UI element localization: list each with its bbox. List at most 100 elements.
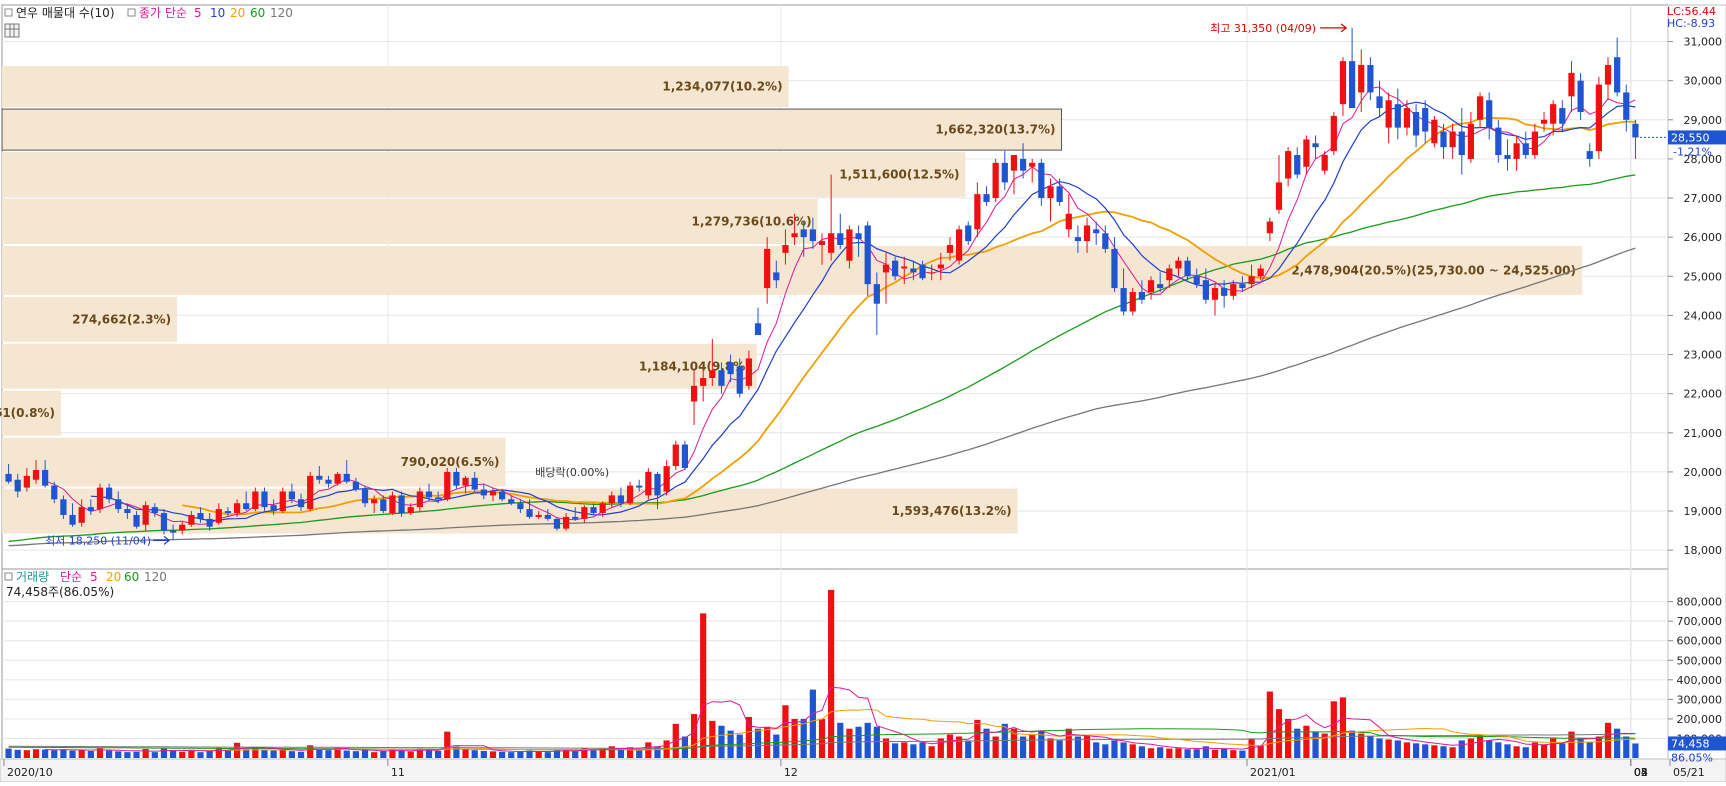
candle xyxy=(1431,115,1438,148)
volume-bar xyxy=(124,752,131,758)
candle xyxy=(1056,178,1063,206)
legend-toggle-icon[interactable] xyxy=(127,8,136,17)
candle xyxy=(1476,92,1484,128)
volume-bar xyxy=(389,749,396,758)
candle-body xyxy=(1138,291,1145,300)
volume-bar xyxy=(919,742,926,758)
legend-toggle-icon[interactable] xyxy=(4,572,13,581)
candle xyxy=(663,460,670,496)
volume-bar xyxy=(169,750,177,758)
volume-bar xyxy=(1248,738,1255,758)
volume-bar xyxy=(864,722,871,758)
candle xyxy=(864,221,871,296)
candle-body xyxy=(727,362,734,375)
volume-indicator-name[interactable]: 거래량 xyxy=(16,570,49,584)
candle-body xyxy=(1038,162,1045,199)
volume-bar xyxy=(1257,745,1264,758)
candle-body xyxy=(1157,284,1164,289)
volume-profile-bar xyxy=(2,109,1062,151)
candle-body xyxy=(398,495,405,514)
candle xyxy=(334,471,341,486)
indicator-name[interactable]: 연우 매물대 수(10) xyxy=(16,6,115,20)
volume-panel-frame[interactable] xyxy=(1,568,1669,760)
current-price-marker: 28,550 -1.21% xyxy=(1640,130,1726,158)
volume-bar xyxy=(425,750,433,758)
table-view-icon[interactable] xyxy=(4,23,20,38)
volume-bar xyxy=(371,752,378,758)
volume-bar xyxy=(1285,718,1292,758)
volume-bar xyxy=(343,750,350,758)
volume-bar xyxy=(1449,747,1456,758)
volume-legend: 거래량 단순 5 20 60 120 74,458주(86.05%) xyxy=(4,570,167,599)
lc-label: LC:56.44 xyxy=(1667,5,1716,18)
candle xyxy=(252,487,259,512)
volume-bar xyxy=(837,722,844,758)
legend-toggle-icon[interactable] xyxy=(4,8,13,17)
candle-body xyxy=(1504,155,1511,159)
volume-bar xyxy=(215,747,222,758)
candle xyxy=(1403,100,1411,136)
candle-body xyxy=(252,491,259,510)
candle xyxy=(133,511,140,529)
x-tick-label: 2020/10 xyxy=(7,766,53,779)
candle xyxy=(69,503,76,527)
candle-body xyxy=(316,475,323,480)
candle xyxy=(1604,57,1612,101)
candle xyxy=(1202,268,1209,304)
volume-bar xyxy=(636,749,643,758)
vol-ma120-line xyxy=(8,733,1636,749)
volume-profile-bar xyxy=(2,296,178,342)
candle-body xyxy=(215,509,222,523)
candle-body xyxy=(1239,284,1246,289)
volume-bar xyxy=(279,748,286,758)
volume-profile-label: 92,461(0.8%) xyxy=(0,406,55,420)
volume-bar xyxy=(1047,738,1054,758)
candle-body xyxy=(1632,123,1639,138)
candle xyxy=(453,468,460,490)
price-tick-label: 27,000 xyxy=(1684,192,1723,205)
candle-body xyxy=(608,495,615,504)
candle-body xyxy=(873,284,880,304)
volume-bar xyxy=(1458,740,1465,758)
candle xyxy=(1266,217,1273,242)
volume-profile-label: 1,662,320(13.7%) xyxy=(935,123,1055,137)
candle-body xyxy=(352,481,359,490)
volume-bar xyxy=(1403,742,1411,758)
candle xyxy=(764,237,771,304)
candle xyxy=(1157,272,1164,292)
volume-bar xyxy=(1193,749,1200,758)
volume-profile-bar xyxy=(2,66,789,108)
candle-body xyxy=(544,514,551,519)
candle xyxy=(599,501,606,517)
candle-body xyxy=(1175,260,1182,269)
candle-body xyxy=(1422,108,1429,132)
candle-body xyxy=(928,272,935,274)
volume-bar xyxy=(901,742,908,758)
candle-body xyxy=(681,444,689,469)
candle xyxy=(389,491,396,515)
volume-bar xyxy=(1221,748,1228,758)
candle xyxy=(499,489,506,502)
candle xyxy=(297,493,305,512)
candle-body xyxy=(1623,92,1630,120)
candle xyxy=(1522,131,1529,159)
candle xyxy=(928,264,935,281)
high-arrow-icon xyxy=(1320,23,1348,33)
candle xyxy=(270,499,277,515)
candle-body xyxy=(562,516,570,529)
volume-bar xyxy=(1074,736,1082,758)
candle-body xyxy=(96,487,104,510)
candle-body xyxy=(243,503,250,510)
volume-bar xyxy=(700,613,707,758)
x-tick-label: 05 xyxy=(1634,766,1648,779)
price-tick-label: 29,000 xyxy=(1684,114,1723,127)
x-tick-label: 02 xyxy=(1634,766,1648,779)
candle-body xyxy=(105,487,113,500)
volume-bar xyxy=(1083,734,1091,758)
volume-bar xyxy=(892,743,899,758)
ma10-legend: 10 xyxy=(210,6,225,20)
volume-bar xyxy=(151,752,158,758)
volume-bar xyxy=(1038,730,1045,758)
candle-body xyxy=(626,485,634,504)
candle xyxy=(617,487,625,508)
